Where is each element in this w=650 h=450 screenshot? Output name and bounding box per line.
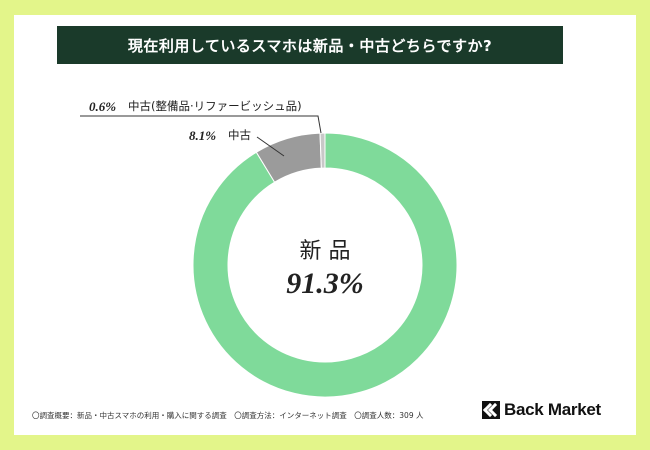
center-value-label: 91.3% xyxy=(286,267,364,300)
used-callout-line xyxy=(256,136,285,157)
refurb-pct-label: 0.6% xyxy=(89,99,116,114)
refurb-callout-line xyxy=(80,115,322,134)
brand-name: Back Market xyxy=(504,400,601,419)
refurb-category-label: 中古(整備品·リファービッシュ品) xyxy=(128,99,302,113)
survey-footnote: 〇調査概要：新品・中古スマホの利用・購入に関する調査 〇調査方法：インターネット… xyxy=(32,411,424,420)
chart-title: 現在利用しているスマホは新品・中古どちらですか? xyxy=(57,26,563,64)
donut-slice-new xyxy=(192,132,458,398)
used-category-label: 中古 xyxy=(228,128,251,142)
center-category-label: 新 品 xyxy=(300,239,351,264)
used-pct-label: 8.1% xyxy=(189,128,216,143)
donut-slice-refurbished xyxy=(319,132,326,169)
brand-logo: Back Market xyxy=(482,399,601,421)
back-market-logo-icon xyxy=(482,401,500,419)
